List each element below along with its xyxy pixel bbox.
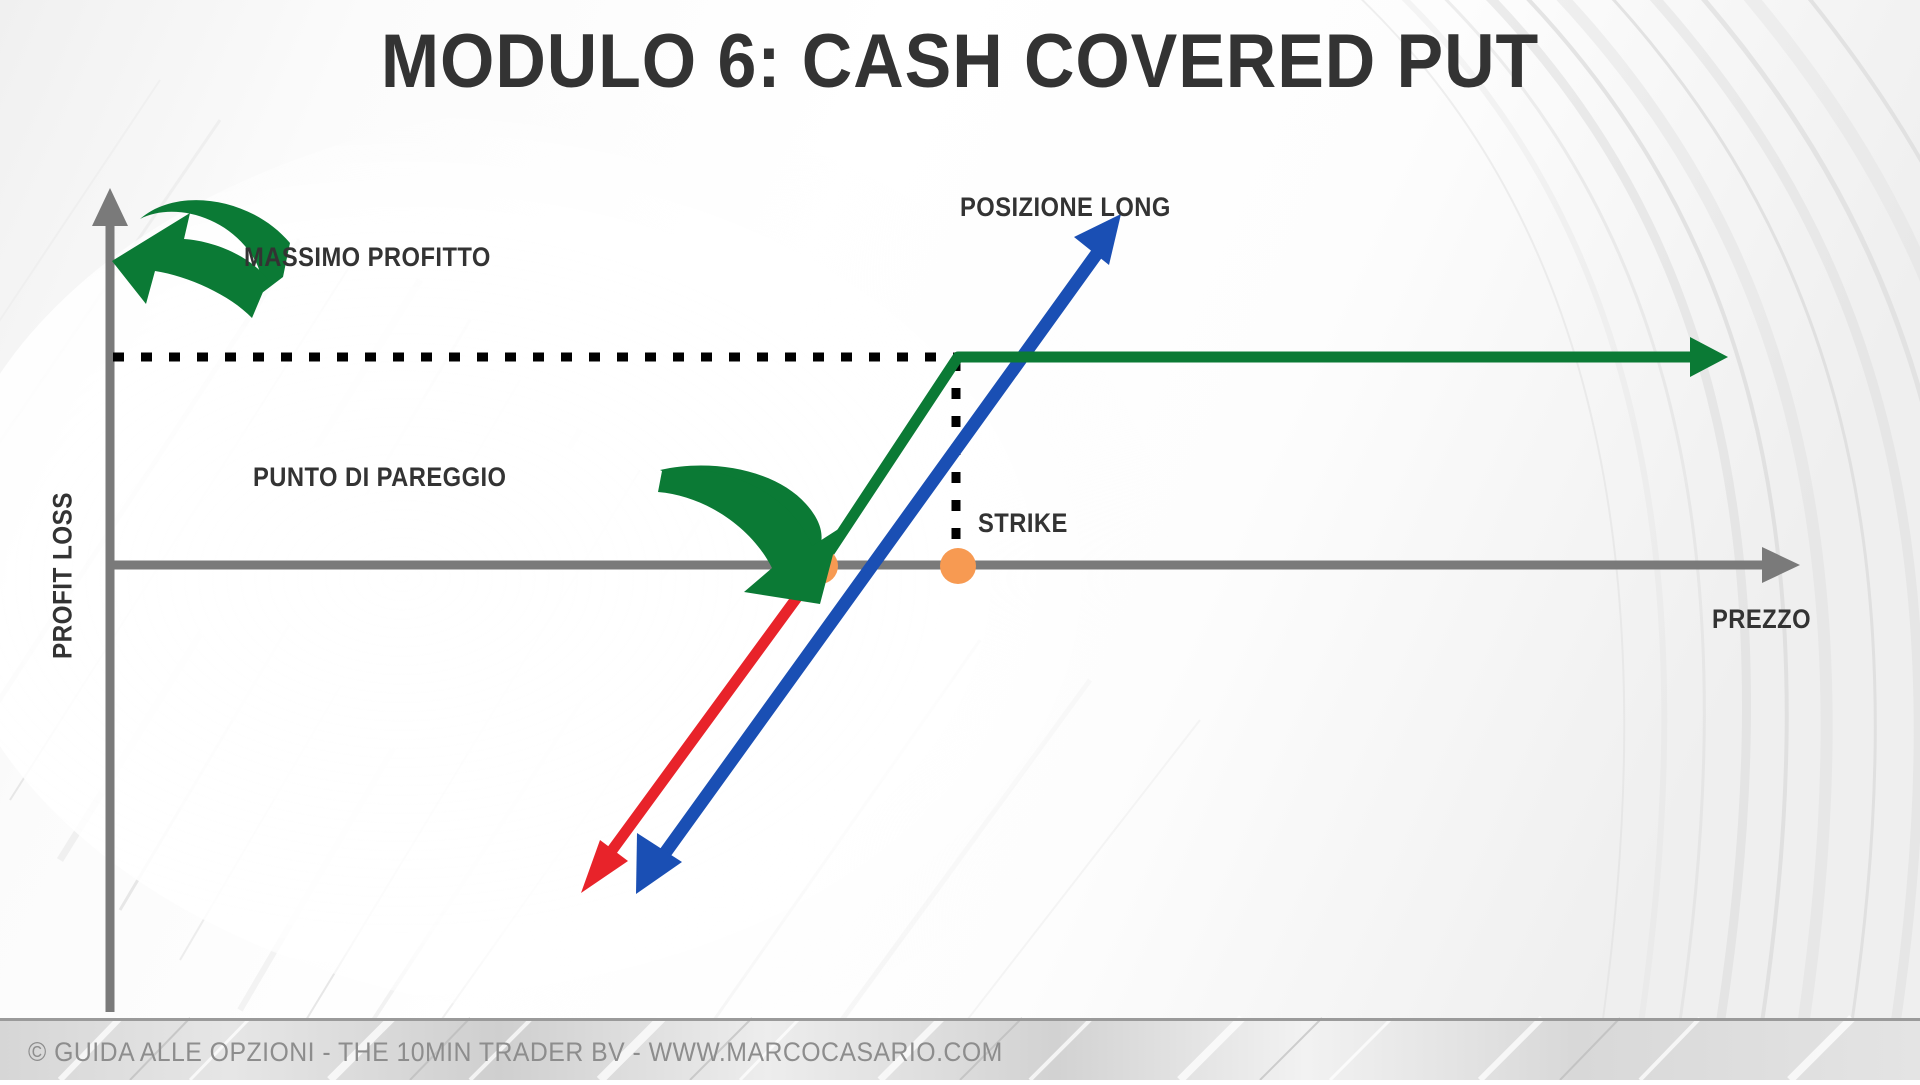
y-axis <box>92 188 128 1012</box>
max-profit-label: MASSIMO PROFITTO <box>244 242 491 272</box>
max-profit-callout-arrow <box>112 200 290 318</box>
footer-credit: © GUIDA ALLE OPZIONI - THE 10MIN TRADER … <box>28 1037 1003 1067</box>
strike-marker <box>940 548 976 584</box>
breakeven-label: PUNTO DI PAREGGIO <box>253 462 507 492</box>
long-position-line <box>636 214 1121 894</box>
breakeven-callout-arrow <box>658 465 840 604</box>
short-put-loss-line <box>581 560 826 893</box>
x-axis-label: PREZZO <box>1712 604 1812 634</box>
y-axis-label: PROFIT LOSS <box>47 492 78 659</box>
strike-label: STRIKE <box>978 508 1068 538</box>
footer-bar: © GUIDA ALLE OPZIONI - THE 10MIN TRADER … <box>0 1018 1920 1080</box>
long-position-label: POSIZIONE LONG <box>960 192 1171 222</box>
payoff-line <box>814 337 1728 572</box>
page-title: MODULO 6: CASH COVERED PUT <box>380 19 1540 104</box>
